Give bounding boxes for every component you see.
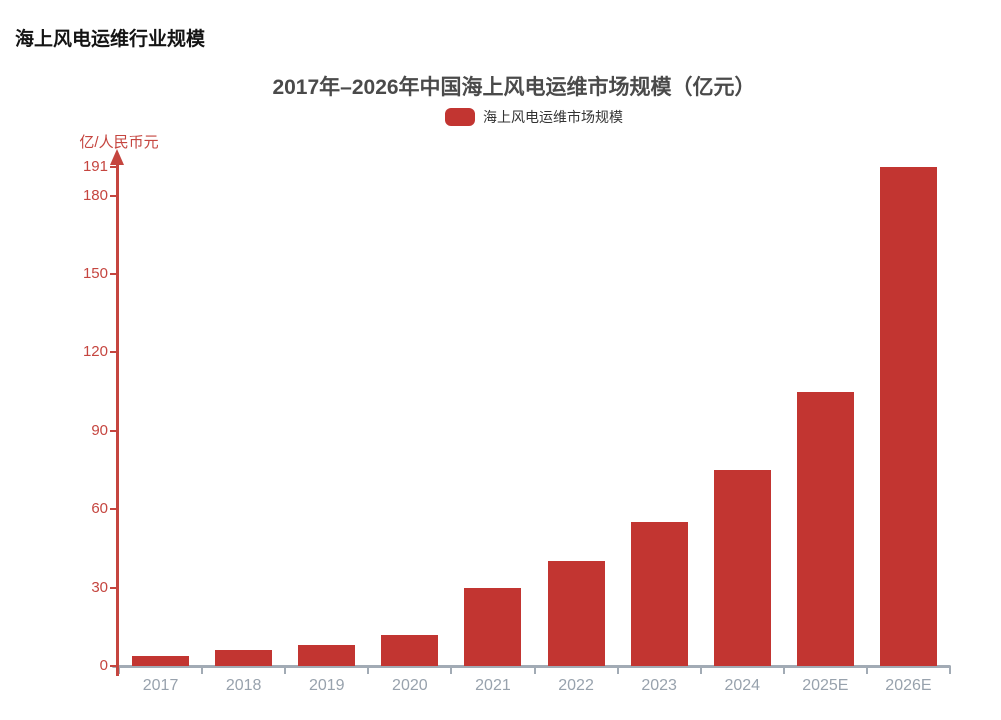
- y-tick-mark-180: [110, 194, 117, 197]
- legend-marker-icon: [445, 108, 475, 126]
- x-tick-mark-3: [367, 666, 370, 674]
- y-axis-line: [116, 158, 119, 676]
- y-axis-title: 亿/人民币元: [79, 134, 159, 151]
- y-tick-mark-0: [110, 665, 117, 667]
- x-tick-mark-5: [533, 666, 536, 674]
- x-axis-label-2024: 2024: [724, 677, 761, 694]
- y-tick-label-150: 150: [82, 265, 108, 283]
- x-axis-label-2020: 2020: [392, 677, 428, 694]
- legend-label: 海上风电运维市场规模: [483, 109, 623, 125]
- chart-title: 2017年–2026年中国海上风电运维市场规模（亿元）: [272, 76, 756, 99]
- bar-2020[interactable]: [381, 634, 439, 666]
- bar-2026E[interactable]: [879, 167, 937, 666]
- y-tick-label-60: 60: [91, 500, 108, 518]
- x-tick-mark-6: [616, 666, 619, 674]
- y-tick-label-120: 120: [82, 343, 108, 361]
- x-axis-label-2018: 2018: [225, 677, 262, 694]
- y-tick-mark-60: [110, 508, 117, 511]
- bar-2024[interactable]: [713, 470, 771, 666]
- bar-2017[interactable]: [132, 655, 190, 666]
- x-axis-line: [112, 665, 951, 668]
- x-axis-label-2017: 2017: [142, 677, 179, 694]
- y-tick-mark-120: [110, 351, 117, 354]
- y-tick-label-0: 0: [99, 657, 108, 674]
- bar-2018[interactable]: [215, 650, 273, 666]
- x-axis-label-2023: 2023: [641, 677, 677, 694]
- bar-2023[interactable]: [630, 522, 688, 666]
- y-tick-mark-90: [110, 429, 117, 432]
- x-axis-label-2026E: 2026E: [885, 677, 932, 694]
- y-tick-label-191: 191: [82, 158, 108, 175]
- legend-item[interactable]: 海上风电运维市场规模: [445, 108, 623, 126]
- bar-2025E[interactable]: [796, 391, 854, 666]
- x-tick-mark-1: [201, 666, 204, 674]
- y-tick-label-90: 90: [91, 421, 108, 439]
- x-axis-label-2019: 2019: [308, 677, 345, 694]
- x-tick-mark-7: [699, 666, 702, 674]
- x-tick-mark-10: [949, 666, 951, 674]
- y-axis-arrow-icon: [110, 149, 124, 165]
- y-tick-mark-150: [110, 273, 117, 276]
- bar-2022[interactable]: [547, 561, 605, 666]
- x-tick-mark-0: [118, 666, 120, 674]
- x-tick-mark-9: [865, 666, 868, 674]
- x-axis-label-2021: 2021: [475, 677, 511, 694]
- y-tick-mark-30: [110, 586, 117, 589]
- x-axis-label-2022: 2022: [558, 677, 594, 694]
- x-tick-mark-8: [782, 666, 785, 674]
- bar-2019[interactable]: [298, 645, 356, 666]
- x-axis-label-2025E: 2025E: [802, 677, 849, 694]
- y-tick-mark-191: [110, 166, 117, 168]
- page-title: 海上风电运维行业规模: [15, 29, 206, 50]
- y-tick-label-180: 180: [82, 186, 108, 204]
- bar-2021[interactable]: [464, 587, 522, 666]
- x-tick-mark-4: [450, 666, 453, 674]
- y-tick-label-30: 30: [91, 578, 108, 596]
- x-tick-mark-2: [284, 666, 287, 674]
